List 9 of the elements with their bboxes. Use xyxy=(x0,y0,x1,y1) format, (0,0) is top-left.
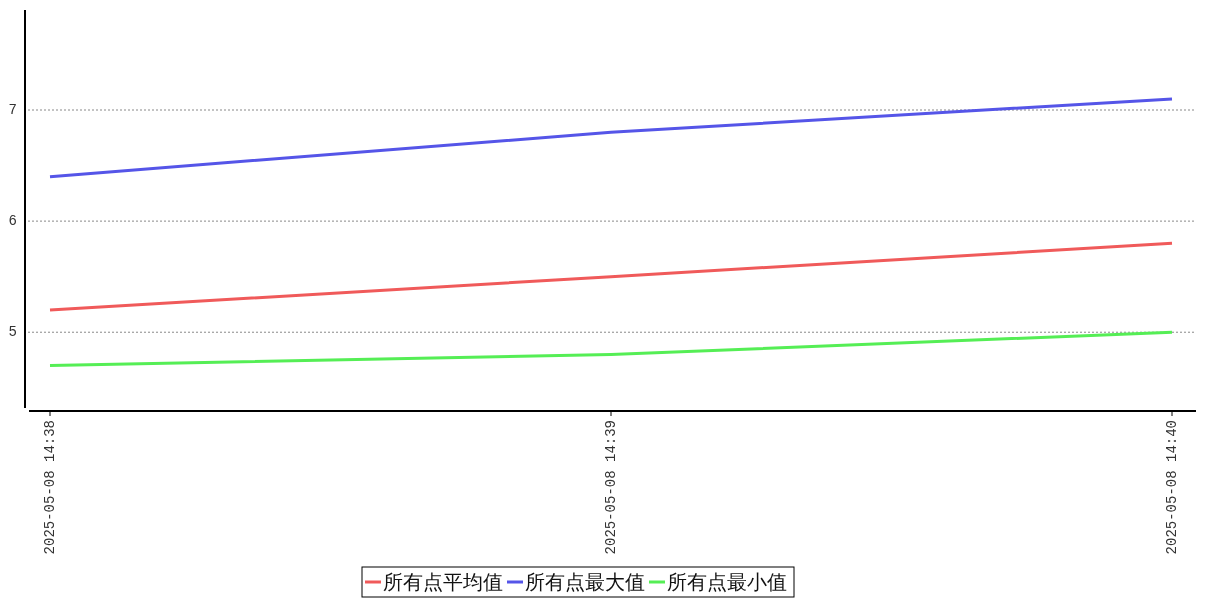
x-tick-label: 2025-05-08 14:39 xyxy=(603,420,619,555)
y-tick-label: 7 xyxy=(8,102,17,118)
y-tick-label: 6 xyxy=(8,213,17,230)
legend-label: 所有点平均值 xyxy=(383,570,503,594)
y-tick-label: 5 xyxy=(8,324,17,341)
x-tick-label: 2025-05-08 14:40 xyxy=(1164,420,1180,555)
legend-label: 所有点最大值 xyxy=(525,570,645,594)
legend-label: 所有点最小值 xyxy=(667,570,787,594)
x-tick-label: 2025-05-08 14:38 xyxy=(42,420,58,555)
